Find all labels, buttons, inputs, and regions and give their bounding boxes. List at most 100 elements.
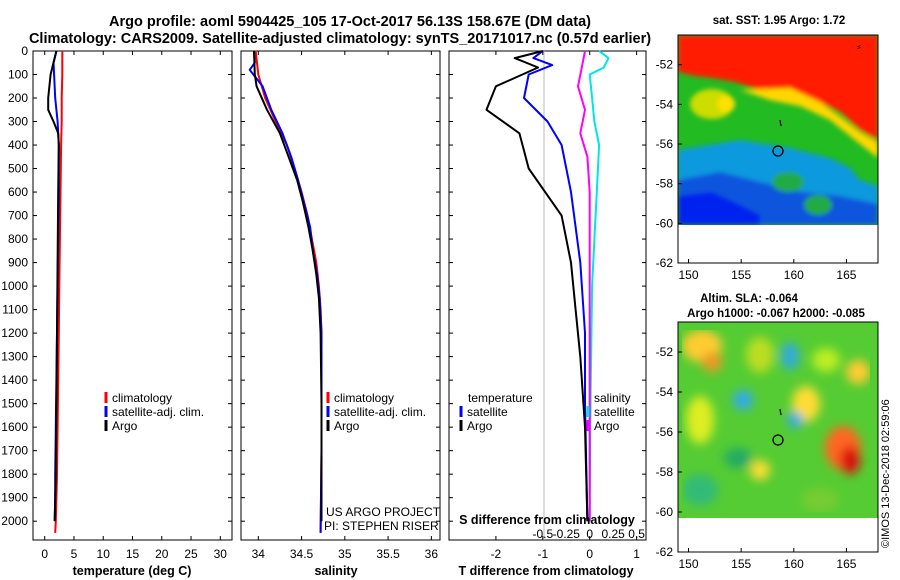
legend-s-argo: Argo <box>594 419 620 433</box>
x-tick-label: 36 <box>425 547 439 561</box>
depth-tick-label: 1900 <box>1 491 28 505</box>
x-tick-label: -2 <box>491 547 502 561</box>
x-tick-label: 0 <box>41 547 48 561</box>
depth-tick-label: 1800 <box>1 467 28 481</box>
sst-map-title: sat. SST: 1.95 Argo: 1.72 <box>713 15 846 27</box>
x-tick-label: 5 <box>71 547 78 561</box>
map-y-tick-label: -62 <box>656 545 674 559</box>
x-tick-label: 20 <box>155 547 169 561</box>
map-y-tick-label: -54 <box>656 97 674 111</box>
difference-legend: temperature salinity satellite Argo sate… <box>459 391 635 433</box>
map-y-tick-label: -52 <box>656 345 674 359</box>
difference-x-ticks: -2 -1 0 1 <box>491 51 640 561</box>
salinity-plot-frame <box>240 50 441 541</box>
figure-title-line2: Climatology: CARS2009. Satellite-adjuste… <box>29 31 651 47</box>
x-tick-label: 15 <box>126 547 140 561</box>
x-tick-label: 1 <box>633 547 640 561</box>
depth-tick-label: 1100 <box>2 303 28 317</box>
depth-tick-label: 1000 <box>1 279 28 293</box>
x-tick-label: 35 <box>338 547 352 561</box>
x-tick-label: 0 <box>586 547 593 561</box>
map-x-tick-label: 160 <box>784 557 804 571</box>
sst-map-float-marker <box>772 145 784 157</box>
x-tick-label: 10 <box>97 547 111 561</box>
depth-tick-label: 600 <box>8 185 28 199</box>
s-difference-label: S difference from climatology <box>459 513 635 527</box>
series-line-salinity-argo <box>577 50 591 522</box>
depth-tick-label: 1400 <box>1 373 28 387</box>
salinity-legend: climatology satellite-adj. clim. Argo <box>326 391 426 433</box>
map-x-tick-label: 165 <box>836 557 856 571</box>
s-diff-tick-label: -0.5 <box>532 527 553 541</box>
series-line-temperature-satellite <box>523 50 589 522</box>
map-y-tick-label: -56 <box>656 137 674 151</box>
x-tick-label: 25 <box>184 547 198 561</box>
difference-plot-frame <box>448 50 647 541</box>
series-line-argo <box>47 50 60 522</box>
salinity-legend-argo: Argo <box>334 419 360 433</box>
map-x-tick-label: 150 <box>679 557 699 571</box>
temperature-legend-argo: Argo <box>112 419 138 433</box>
sst-map-track-mark: ⸗ <box>857 41 861 53</box>
temperature-legend: climatology satellite-adj. clim. Argo <box>104 391 204 433</box>
difference-x-label: T difference from climatology <box>458 564 633 578</box>
depth-tick-label: 500 <box>8 162 28 176</box>
s-diff-tick-label: 0.25 <box>601 527 625 541</box>
x-tick-label: 34 <box>252 547 266 561</box>
credit-line2: PI: STEPHEN RISER <box>324 519 439 533</box>
depth-tick-label: 2000 <box>1 514 28 528</box>
map-x-tick-label: 165 <box>836 268 856 282</box>
sla-map-image <box>678 322 878 518</box>
salinity-x-label: salinity <box>314 564 357 578</box>
s-diff-tick-label: -0.25 <box>553 527 581 541</box>
sla-map-title-line1: Altim. SLA: -0.064 <box>700 293 798 305</box>
temperature-x-label: temperature (deg C) <box>73 564 192 578</box>
depth-tick-label: 400 <box>8 138 28 152</box>
x-tick-label: 35.5 <box>376 547 400 561</box>
panel-depth-ticks <box>33 50 646 522</box>
map-y-tick-label: -62 <box>656 256 674 270</box>
legend-header-salinity: salinity <box>594 391 631 405</box>
series-line-climatology <box>54 51 64 533</box>
map-x-tick-label: 160 <box>784 268 804 282</box>
depth-tick-label: 1500 <box>1 397 28 411</box>
sla-map-axes: 150 155 160 165 -52 -54 -56 -58 -60 -62 <box>656 345 857 571</box>
legend-t-argo: Argo <box>467 419 493 433</box>
legend-header-temperature: temperature <box>468 391 533 405</box>
salinity-difference-axis: -0.5 -0.25 0 0.25 0.5 <box>532 527 645 541</box>
sla-map-title-line2: Argo h1000: -0.067 h2000: -0.085 <box>687 308 865 320</box>
sst-map-axes: 150 155 160 165 -52 -54 -56 -58 -60 -62 <box>656 58 857 282</box>
depth-tick-label: 300 <box>8 115 28 129</box>
depth-tick-label: 1700 <box>1 444 28 458</box>
x-tick-label: -1 <box>537 547 548 561</box>
series-line-satellite-adj-clim- <box>248 50 323 533</box>
salinity-legend-climatology: climatology <box>334 391 394 405</box>
depth-tick-label: 1600 <box>1 420 28 434</box>
sst-map-track <box>779 119 782 127</box>
sla-map-track <box>779 408 782 416</box>
x-tick-label: 34.5 <box>290 547 314 561</box>
credit-line1: US ARGO PROJECT <box>326 505 441 519</box>
map-y-tick-label: -60 <box>656 216 674 230</box>
map-y-tick-label: -56 <box>656 425 674 439</box>
map-x-tick-label: 155 <box>731 557 751 571</box>
sst-map-frame <box>677 34 879 264</box>
depth-axis: 0 100 200 300 400 500 600 700 800 900 1000 1100 1200… <box>1 44 28 528</box>
map-x-tick-label: 155 <box>731 268 751 282</box>
depth-tick-label: 800 <box>8 232 28 246</box>
depth-tick-label: 200 <box>8 91 28 105</box>
map-y-tick-label: -54 <box>656 385 674 399</box>
series-line-temperature-argo <box>485 50 589 522</box>
temperature-series <box>47 50 64 533</box>
s-diff-tick-label: 0 <box>586 527 593 541</box>
series-line-argo <box>253 50 323 522</box>
map-y-tick-label: -58 <box>656 465 674 479</box>
s-diff-tick-label: 0.5 <box>628 527 645 541</box>
temperature-legend-climatology: climatology <box>112 391 172 405</box>
depth-tick-label: 700 <box>8 209 28 223</box>
map-y-tick-label: -60 <box>656 505 674 519</box>
legend-s-satellite: satellite <box>594 405 635 419</box>
map-y-tick-label: -52 <box>656 58 674 72</box>
figure-title-line1: Argo profile: aoml 5904425_105 17-Oct-20… <box>109 14 591 30</box>
salinity-series <box>248 50 323 533</box>
